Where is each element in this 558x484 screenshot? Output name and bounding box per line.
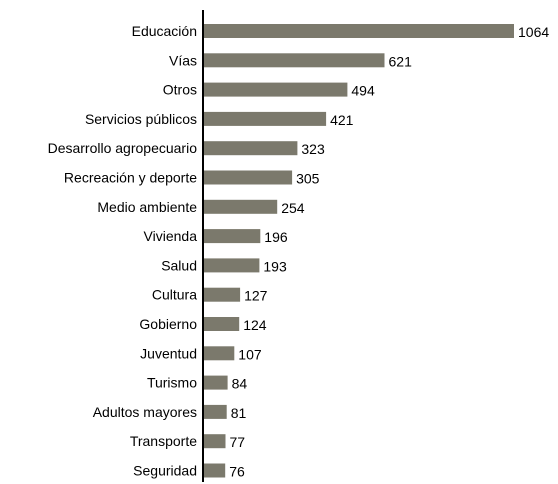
value-label: 77 bbox=[230, 434, 246, 450]
category-label: Seguridad bbox=[133, 463, 197, 479]
bar-3 bbox=[203, 111, 327, 126]
category-label: Medio ambiente bbox=[97, 199, 197, 215]
category-label: Vías bbox=[169, 52, 197, 68]
value-labels: 1064 621 494 421 323 305 254 196 193 127 124 107 84 8… bbox=[229, 24, 549, 480]
value-label: 621 bbox=[389, 53, 413, 69]
bar-4 bbox=[203, 141, 298, 156]
category-label: Transporte bbox=[130, 433, 197, 449]
bar-13 bbox=[203, 404, 227, 419]
category-label: Turismo bbox=[147, 375, 197, 391]
category-label: Vivienda bbox=[144, 228, 198, 244]
category-label: Desarrollo agropecuario bbox=[48, 140, 198, 156]
bar-2 bbox=[203, 82, 348, 97]
bar-10 bbox=[203, 317, 240, 331]
bar-12 bbox=[203, 375, 228, 390]
bar-8 bbox=[203, 258, 260, 273]
category-label: Salud bbox=[161, 257, 197, 273]
value-label: 305 bbox=[296, 171, 320, 187]
category-label: Otros bbox=[163, 82, 197, 98]
bar-1 bbox=[203, 53, 385, 68]
bar-7 bbox=[203, 229, 261, 244]
bar-5 bbox=[203, 170, 293, 185]
value-label: 193 bbox=[263, 258, 287, 274]
value-label: 421 bbox=[330, 112, 354, 128]
value-label: 107 bbox=[238, 346, 262, 362]
category-label: Juventud bbox=[140, 345, 197, 361]
value-label: 124 bbox=[243, 317, 267, 333]
bar-0 bbox=[203, 24, 514, 38]
value-label: 127 bbox=[244, 288, 268, 304]
bar-9 bbox=[203, 287, 241, 302]
value-label: 1064 bbox=[518, 24, 549, 40]
bar-14 bbox=[203, 434, 226, 449]
category-label: Adultos mayores bbox=[93, 404, 197, 420]
value-label: 494 bbox=[351, 83, 375, 99]
value-label: 323 bbox=[301, 141, 325, 157]
category-label: Servicios públicos bbox=[85, 111, 197, 127]
value-label: 81 bbox=[231, 405, 247, 421]
category-label: Gobierno bbox=[139, 316, 197, 332]
category-label: Educación bbox=[132, 23, 197, 39]
value-label: 76 bbox=[229, 464, 245, 480]
value-label: 196 bbox=[264, 229, 288, 245]
bars bbox=[203, 24, 514, 478]
category-label: Recreación y deporte bbox=[64, 170, 197, 186]
bar-6 bbox=[203, 199, 278, 214]
bar-11 bbox=[203, 346, 235, 361]
bar-15 bbox=[203, 463, 226, 478]
value-label: 254 bbox=[281, 200, 305, 216]
category-label: Cultura bbox=[152, 287, 197, 303]
category-labels: Educación Vías Otros Servicios públicos Desa… bbox=[48, 23, 198, 479]
value-label: 84 bbox=[232, 376, 248, 392]
